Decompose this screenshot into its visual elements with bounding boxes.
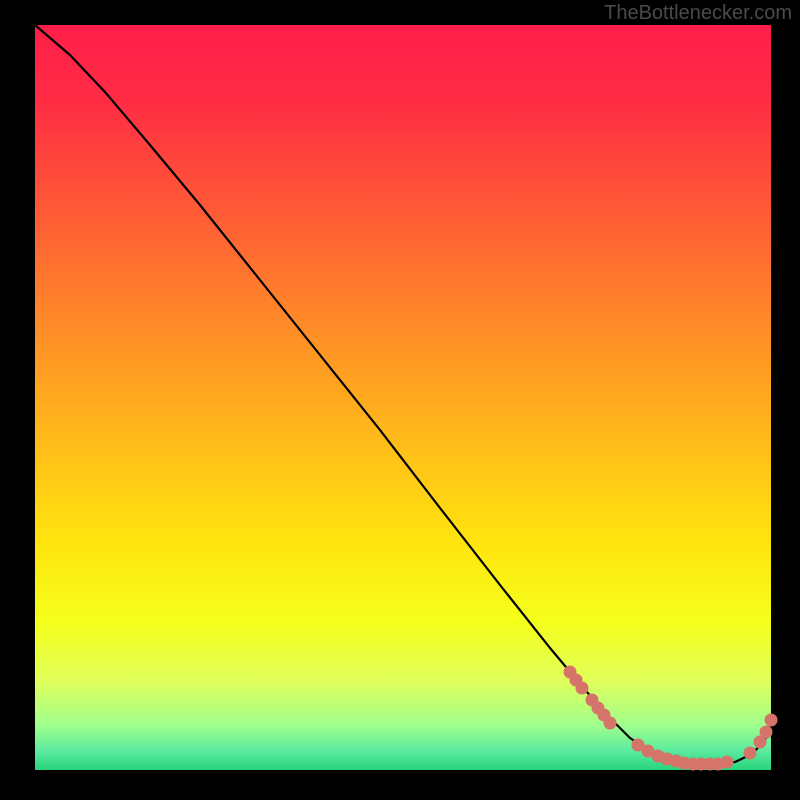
data-point — [744, 747, 757, 760]
data-point — [765, 714, 778, 727]
data-point — [604, 717, 617, 730]
bottleneck-curve-chart — [0, 0, 800, 800]
data-point — [760, 726, 773, 739]
data-point — [721, 756, 734, 769]
data-point — [576, 682, 589, 695]
plot-background — [35, 25, 771, 770]
